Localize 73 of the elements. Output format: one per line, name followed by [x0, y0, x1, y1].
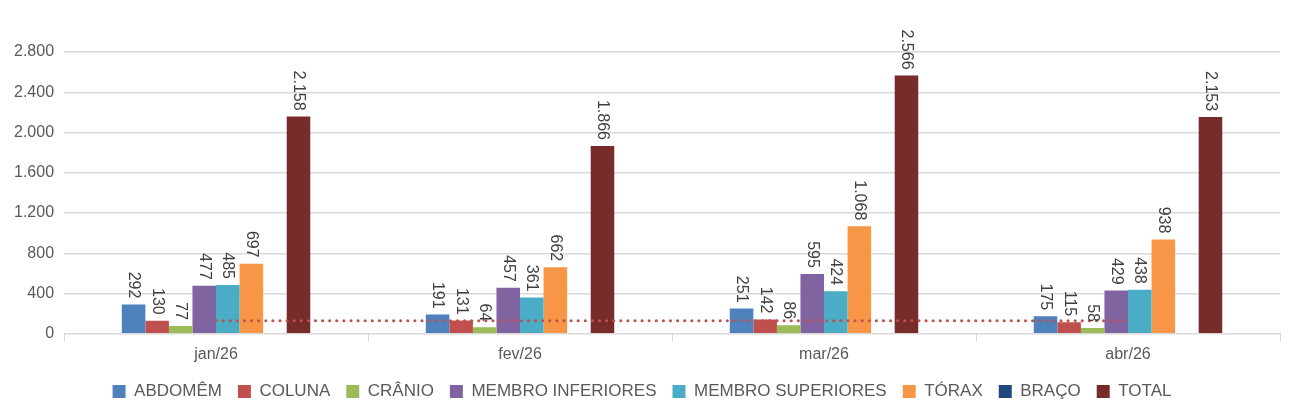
- data-label: 2.566: [899, 29, 917, 70]
- y-tick-label: 0: [45, 324, 55, 342]
- bar: [1128, 289, 1152, 334]
- legend-label: TÓRAX: [924, 381, 983, 401]
- data-label: 142: [757, 286, 775, 314]
- data-label: 457: [500, 255, 518, 282]
- bar: [216, 284, 240, 334]
- bar: [1198, 117, 1223, 334]
- bar: [729, 308, 754, 334]
- bar: [1151, 239, 1176, 334]
- y-tick-label: 2.000: [13, 122, 55, 140]
- y-tick-label: 2.800: [13, 42, 55, 60]
- data-label: 662: [547, 234, 565, 262]
- legend-label: COLUNA: [259, 381, 331, 401]
- bar: [286, 116, 311, 334]
- bar: [425, 314, 450, 334]
- bar: [168, 326, 193, 334]
- legend-label: MEMBRO SUPERIORES: [694, 381, 887, 401]
- data-label: 429: [1108, 257, 1126, 285]
- data-label: 595: [804, 241, 822, 269]
- bar: [239, 263, 264, 334]
- bar: [800, 273, 825, 334]
- bar: [145, 320, 169, 334]
- bar: [543, 267, 568, 334]
- data-label: 131: [453, 287, 471, 315]
- data-label: 292: [126, 271, 144, 299]
- data-label: 251: [734, 275, 752, 303]
- bar: [847, 226, 872, 334]
- legend-label: CRÂNIO: [367, 381, 434, 401]
- legend-label: MEMBRO INFERIORES: [471, 381, 657, 401]
- bar: [1080, 327, 1105, 334]
- data-label: 175: [1038, 283, 1056, 311]
- bar: [520, 297, 544, 334]
- bar: [824, 291, 848, 334]
- x-tick-label: fev/26: [498, 344, 542, 362]
- y-tick-label: 1.200: [13, 203, 55, 221]
- data-label: 77: [173, 302, 191, 321]
- data-label: 1.866: [595, 99, 613, 141]
- bar: [894, 75, 919, 334]
- x-tick-label: abr/26: [1105, 344, 1151, 362]
- data-label: 115: [1061, 290, 1079, 317]
- data-label: 361: [524, 264, 542, 292]
- bar: [192, 285, 217, 334]
- data-label: 424: [828, 258, 846, 286]
- data-label: 697: [243, 230, 261, 258]
- bar: [1033, 316, 1058, 334]
- data-label: 477: [196, 253, 214, 280]
- bar: [496, 287, 521, 334]
- data-label: 64: [477, 303, 495, 322]
- y-tick-label: 1.600: [13, 163, 55, 181]
- bar: [472, 327, 497, 334]
- data-label: 130: [149, 288, 167, 315]
- data-label: 485: [220, 252, 238, 280]
- y-tick-label: 2.400: [13, 82, 55, 100]
- data-label: 2.158: [291, 70, 309, 111]
- bar: [121, 304, 146, 334]
- y-tick-label: 800: [27, 243, 55, 261]
- x-tick-label: jan/26: [193, 344, 238, 362]
- data-label: 438: [1132, 257, 1150, 284]
- data-label: 938: [1155, 206, 1173, 234]
- legend-label: TOTAL: [1118, 381, 1172, 401]
- data-label: 1.068: [851, 180, 869, 221]
- bar: [776, 325, 801, 334]
- data-label: 191: [430, 281, 448, 309]
- legend-label: BRAÇO: [1020, 381, 1081, 401]
- y-tick-label: 400: [27, 283, 55, 301]
- bar: [1104, 290, 1129, 334]
- data-label: 58: [1085, 304, 1103, 323]
- data-label: 2.153: [1203, 71, 1221, 112]
- x-tick-label: mar/26: [799, 344, 850, 362]
- bar: [590, 146, 615, 334]
- data-label: 86: [781, 301, 799, 320]
- legend-label: ABDOMÊM: [134, 381, 222, 401]
